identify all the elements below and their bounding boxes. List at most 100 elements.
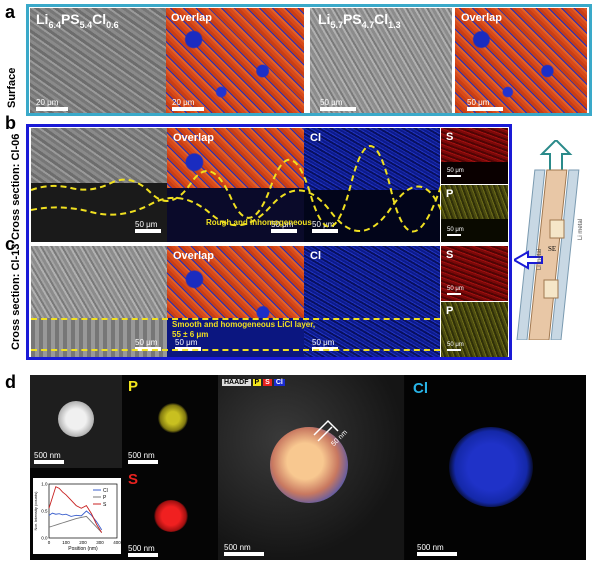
- scale-bar: 50 μm: [447, 168, 464, 177]
- scale-bar: 500 nm: [417, 543, 457, 556]
- y-axis-label: Nor. Intensity (counts): [33, 491, 38, 531]
- cross-section-b-sem-image: 50 μm: [31, 128, 167, 242]
- x-tick-label: 300: [96, 540, 104, 545]
- cl-element-map: Cl 500 nm: [405, 375, 586, 560]
- series-line-cl: [48, 510, 103, 531]
- scale-bar: 50 μm: [447, 227, 464, 236]
- series-line-p: [48, 515, 103, 533]
- cross-section-b-s-map: S 50 μm: [441, 128, 508, 184]
- surface-sem-image-1: Li6.4PS5.4Cl0.6 20 μm: [30, 8, 166, 113]
- scale-bar: 500 nm: [224, 543, 264, 556]
- series-line-s: [48, 486, 103, 533]
- battery-schematic: [514, 140, 580, 340]
- electrolyte-layer: [304, 190, 440, 242]
- cross-section-b-p-map: P 50 μm: [441, 185, 508, 242]
- s-title: S: [128, 471, 139, 488]
- haadf-legend: HAADF P S Cl: [222, 379, 285, 386]
- scale-bar: 500 nm: [128, 544, 158, 557]
- scale-bar: 50 μm: [312, 338, 338, 351]
- panel-b-side-label: Cross section: Cl-06: [10, 133, 22, 240]
- panel-a-letter: a: [5, 2, 16, 22]
- smooth-annotation-line2: 55 ± 6 μm: [172, 330, 209, 339]
- panel-c-letter: c: [5, 234, 16, 254]
- x-tick-label: 100: [62, 540, 70, 545]
- electrolyte-layer: [441, 162, 508, 184]
- x-tick-label: 400: [113, 540, 121, 545]
- particle: [58, 401, 94, 437]
- s-element-map: S 500 nm: [124, 468, 216, 560]
- overlap-title: Overlap: [171, 12, 212, 24]
- p-map-title: P: [446, 305, 454, 317]
- surface-sem-title-2: Li5.7PS4.7Cl1.3: [318, 11, 401, 30]
- haadf-overlay-image: HAADF P S Cl 50 nm 500 nm: [218, 375, 404, 560]
- schematic-right-layer: Li metal: [578, 218, 584, 240]
- overlay-particle: [270, 427, 348, 503]
- surface-sem-title-1: Li6.4PS5.4Cl0.6: [36, 11, 119, 30]
- thickness-marker: [313, 419, 339, 442]
- plot-frame: [48, 483, 118, 539]
- rough-interface-lines: [31, 145, 441, 233]
- cross-section-c-p-map: P 50 μm: [441, 302, 508, 357]
- p-element-map: P 500 nm: [124, 375, 216, 468]
- electrolyte-layer: [441, 219, 508, 242]
- x-axis-label: Position (nm): [68, 546, 98, 552]
- s-map-title: S: [446, 131, 454, 143]
- scale-bar: 500 nm: [128, 451, 158, 464]
- scale-bar: 50 μm: [467, 98, 503, 111]
- overlap-title: Overlap: [173, 132, 214, 144]
- overlap-title: Overlap: [173, 250, 214, 262]
- cross-section-c-sem-image: 50 μm: [31, 246, 167, 357]
- scale-bar: 50 μm: [320, 98, 356, 111]
- panel-a-frame: [26, 4, 592, 116]
- smooth-annotation-line1: Smooth and homogeneous LiCl layer,: [172, 320, 316, 329]
- schematic-se-label: SE: [548, 245, 557, 253]
- haadf-legend-p: P: [252, 379, 262, 386]
- cl-map-title: Cl: [310, 132, 321, 144]
- panel-bc-frame: [26, 124, 512, 360]
- y-tick-label: 1.0: [41, 482, 48, 487]
- y-tick-label: 0.0: [41, 536, 48, 541]
- overlap-title: Overlap: [461, 12, 502, 24]
- line-profile-chart: 0 100 200 300 400 0.0 0.5 1.0 Position (nm) Nor. …: [33, 478, 121, 554]
- scale-bar: 50 μm: [135, 220, 161, 233]
- cl-map-title: Cl: [310, 250, 321, 262]
- p-particle: [158, 403, 188, 433]
- line-profile-svg: 0 100 200 300 400 0.0 0.5 1.0 Position (nm) Nor. …: [33, 482, 121, 553]
- p-title: P: [128, 378, 139, 395]
- smooth-annotation: Smooth and homogeneous LiCl layer, 55 ± …: [172, 320, 315, 340]
- schematic-left-layer: Li metal: [537, 248, 543, 270]
- cross-section-c-cl-map: Cl 50 μm: [304, 246, 440, 357]
- rough-annotation: Rough and Inhomogeneous: [206, 218, 312, 227]
- scale-bar: 50 μm: [135, 338, 161, 351]
- scale-bar: 20 μm: [36, 98, 68, 111]
- surface-sem-image-2: Li5.7PS4.7Cl1.3 50 μm: [310, 8, 452, 113]
- panel-a-side-label: Surface: [6, 67, 18, 108]
- cl-title: Cl: [413, 380, 428, 397]
- legend-label-p: P: [103, 495, 107, 501]
- legend-label-s: S: [103, 502, 107, 508]
- cross-section-c-overlap-image: Overlap 50 μm: [167, 246, 304, 357]
- s-particle: [154, 500, 188, 532]
- panel-a-gap: [304, 8, 310, 113]
- cl-particle: [449, 427, 533, 507]
- haadf-legend-cl: Cl: [273, 379, 285, 386]
- haadf-small-image: 500 nm: [30, 375, 122, 468]
- panel-c-side-label: Cross section: Cl-13: [10, 243, 22, 350]
- x-tick-label: 200: [79, 540, 87, 545]
- legend-label-cl: Cl: [103, 488, 108, 494]
- haadf-legend-s: S: [263, 379, 272, 386]
- cross-section-c-s-map: S 50 μm: [441, 246, 508, 301]
- y-tick-label: 0.5: [41, 509, 48, 514]
- scale-bar: 20 μm: [172, 98, 204, 111]
- scale-bar: 50 μm: [271, 220, 297, 233]
- surface-overlap-image-2: Overlap 50 μm: [455, 8, 587, 113]
- x-tick-label: 0: [48, 540, 51, 545]
- scale-bar: 50 μm: [447, 286, 464, 295]
- panel-d-letter: d: [5, 372, 16, 392]
- panel-b-letter: b: [5, 113, 16, 133]
- licl-top-line: [31, 318, 440, 320]
- scale-bar: 50 μm: [447, 342, 464, 351]
- haadf-legend-haadf: HAADF: [222, 379, 251, 386]
- s-map-title: S: [446, 249, 454, 261]
- p-map-title: P: [446, 188, 454, 200]
